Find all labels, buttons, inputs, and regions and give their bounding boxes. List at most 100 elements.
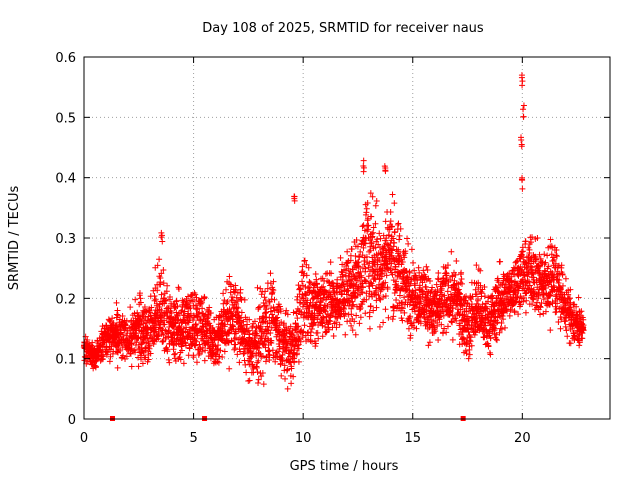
data-point	[250, 364, 257, 371]
data-point	[215, 342, 222, 349]
data-point	[249, 350, 256, 357]
data-point	[228, 338, 235, 345]
data-point	[199, 305, 206, 312]
data-point	[161, 321, 168, 328]
data-point	[281, 362, 288, 369]
data-point	[270, 287, 277, 294]
data-point	[265, 326, 272, 333]
data-point	[259, 369, 266, 376]
data-point	[103, 351, 110, 358]
data-point	[158, 291, 165, 298]
data-point	[198, 299, 205, 306]
data-point	[164, 282, 171, 289]
data-point	[229, 294, 236, 301]
data-point	[153, 302, 160, 309]
data-point	[262, 297, 269, 304]
data-point	[193, 294, 200, 301]
data-point	[254, 332, 261, 339]
data-point	[221, 323, 228, 330]
data-point	[255, 376, 262, 383]
y-tick-label: 0.2	[55, 292, 76, 307]
data-point	[166, 359, 173, 366]
data-point	[277, 308, 284, 315]
data-point	[157, 281, 164, 288]
data-point	[192, 291, 199, 298]
data-point	[207, 309, 214, 316]
data-point	[215, 359, 222, 366]
data-point	[123, 353, 130, 360]
data-point	[186, 326, 193, 333]
data-point	[164, 304, 171, 311]
data-point	[109, 315, 116, 322]
data-point	[135, 363, 142, 370]
data-point	[238, 309, 245, 316]
data-point	[283, 367, 290, 374]
chart-title: Day 108 of 2025, SRMTID for receiver nau…	[202, 21, 484, 36]
data-point	[163, 297, 170, 304]
data-point	[145, 356, 152, 363]
x-tick-label: 20	[514, 431, 531, 446]
data-point	[282, 375, 289, 382]
data-point	[237, 348, 244, 355]
data-point	[245, 327, 252, 334]
data-point	[246, 377, 253, 384]
data-point	[284, 340, 291, 347]
data-points	[80, 72, 587, 392]
data-point	[148, 315, 155, 322]
data-point	[173, 297, 180, 304]
data-point	[229, 316, 236, 323]
data-point	[268, 305, 275, 312]
data-point	[236, 359, 243, 366]
data-point	[190, 354, 197, 361]
x-tick-label: 15	[404, 431, 421, 446]
data-point	[114, 312, 121, 319]
data-point	[117, 347, 124, 354]
data-point	[177, 356, 184, 363]
data-point	[232, 341, 239, 348]
data-point	[273, 315, 280, 322]
data-point	[132, 296, 139, 303]
data-point	[241, 296, 248, 303]
data-point	[258, 291, 265, 298]
data-point	[178, 307, 185, 314]
data-point	[266, 320, 273, 327]
x-tick-label: 5	[189, 431, 197, 446]
data-point	[199, 348, 206, 355]
data-point	[278, 372, 285, 379]
data-point	[128, 363, 135, 370]
data-point	[136, 290, 143, 297]
data-point	[113, 299, 120, 306]
data-point	[134, 335, 141, 342]
data-point	[256, 315, 263, 322]
data-point	[267, 270, 274, 277]
data-point	[264, 285, 271, 292]
data-point	[157, 314, 164, 321]
data-point	[152, 296, 159, 303]
data-point	[172, 350, 179, 357]
data-point	[141, 304, 148, 311]
data-point	[228, 283, 235, 290]
data-point	[204, 315, 211, 322]
data-point	[234, 298, 241, 305]
y-axis-label: SRMTID / TECUs	[7, 186, 22, 291]
data-point	[240, 318, 247, 325]
data-point	[269, 347, 276, 354]
data-point	[223, 286, 230, 293]
data-point	[267, 330, 274, 337]
data-point	[262, 344, 269, 351]
data-point	[165, 356, 172, 363]
data-point	[142, 344, 149, 351]
data-point	[196, 341, 203, 348]
data-point	[255, 304, 262, 311]
data-point	[137, 321, 144, 328]
data-point	[142, 347, 149, 354]
data-point	[182, 342, 189, 349]
data-point	[194, 332, 201, 339]
data-point	[201, 294, 208, 301]
data-point	[140, 349, 147, 356]
data-point	[205, 313, 212, 320]
data-point	[232, 282, 239, 289]
data-point	[263, 302, 270, 309]
data-point	[251, 318, 258, 325]
